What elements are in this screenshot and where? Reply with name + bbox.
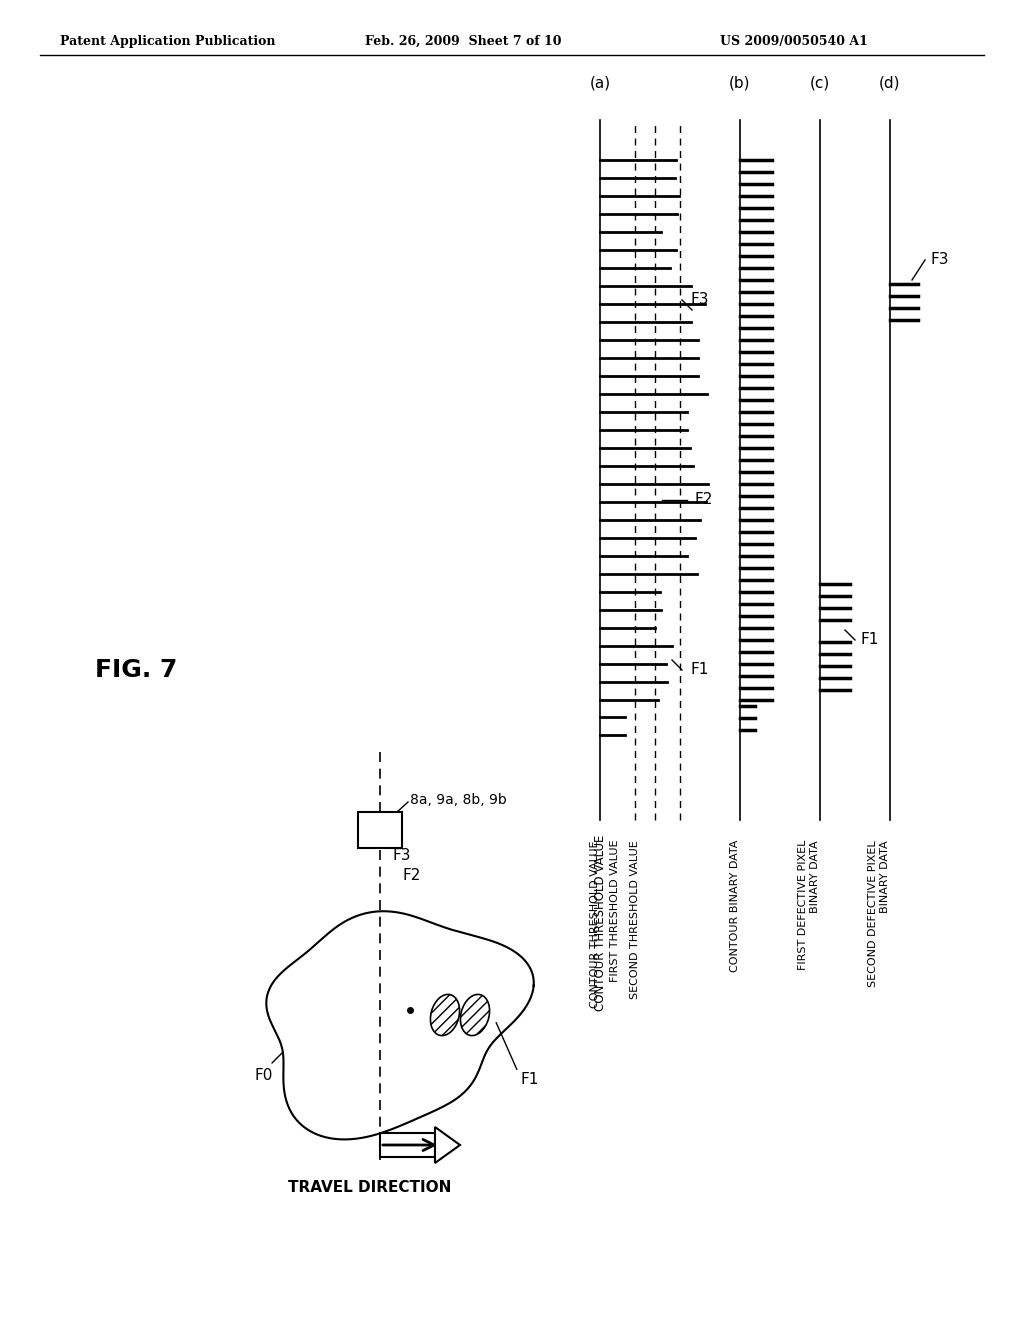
- Bar: [380, 1133, 435, 1158]
- Text: F2: F2: [695, 492, 714, 507]
- Text: F1: F1: [690, 663, 709, 677]
- Ellipse shape: [430, 994, 460, 1036]
- Text: F3: F3: [690, 293, 709, 308]
- Text: CONTOUR BINARY DATA: CONTOUR BINARY DATA: [730, 840, 740, 973]
- Text: (d): (d): [880, 75, 901, 90]
- Text: (b): (b): [729, 75, 751, 90]
- Polygon shape: [435, 1127, 460, 1163]
- Text: (c): (c): [810, 75, 830, 90]
- Bar: [358, 812, 402, 847]
- Text: F3: F3: [392, 847, 411, 862]
- Text: SECOND THRESHOLD VALUE: SECOND THRESHOLD VALUE: [630, 840, 640, 999]
- Text: SECOND DEFECTIVE PIXEL
BINARY DATA: SECOND DEFECTIVE PIXEL BINARY DATA: [868, 840, 890, 986]
- Text: CONTOUR THRESHOLD VALUE: CONTOUR THRESHOLD VALUE: [590, 840, 600, 1007]
- Ellipse shape: [461, 994, 489, 1036]
- Text: FIRST THRESHOLD VALUE: FIRST THRESHOLD VALUE: [610, 840, 620, 982]
- Text: (a): (a): [590, 75, 610, 90]
- Text: F3: F3: [930, 252, 948, 268]
- Text: TRAVEL DIRECTION: TRAVEL DIRECTION: [289, 1180, 452, 1195]
- Text: F1: F1: [520, 1072, 539, 1088]
- Text: 8a, 9a, 8b, 9b: 8a, 9a, 8b, 9b: [410, 793, 507, 807]
- Text: FIRST DEFECTIVE PIXEL
BINARY DATA: FIRST DEFECTIVE PIXEL BINARY DATA: [799, 840, 820, 970]
- Text: CONTOUR THRESHOLD VALUE: CONTOUR THRESHOLD VALUE: [594, 836, 606, 1011]
- Text: F0: F0: [255, 1068, 273, 1082]
- Text: Patent Application Publication: Patent Application Publication: [60, 36, 275, 48]
- Text: F1: F1: [860, 632, 879, 648]
- Text: Feb. 26, 2009  Sheet 7 of 10: Feb. 26, 2009 Sheet 7 of 10: [365, 36, 561, 48]
- Text: US 2009/0050540 A1: US 2009/0050540 A1: [720, 36, 868, 48]
- Text: F2: F2: [402, 867, 421, 883]
- Text: FIG. 7: FIG. 7: [95, 657, 177, 682]
